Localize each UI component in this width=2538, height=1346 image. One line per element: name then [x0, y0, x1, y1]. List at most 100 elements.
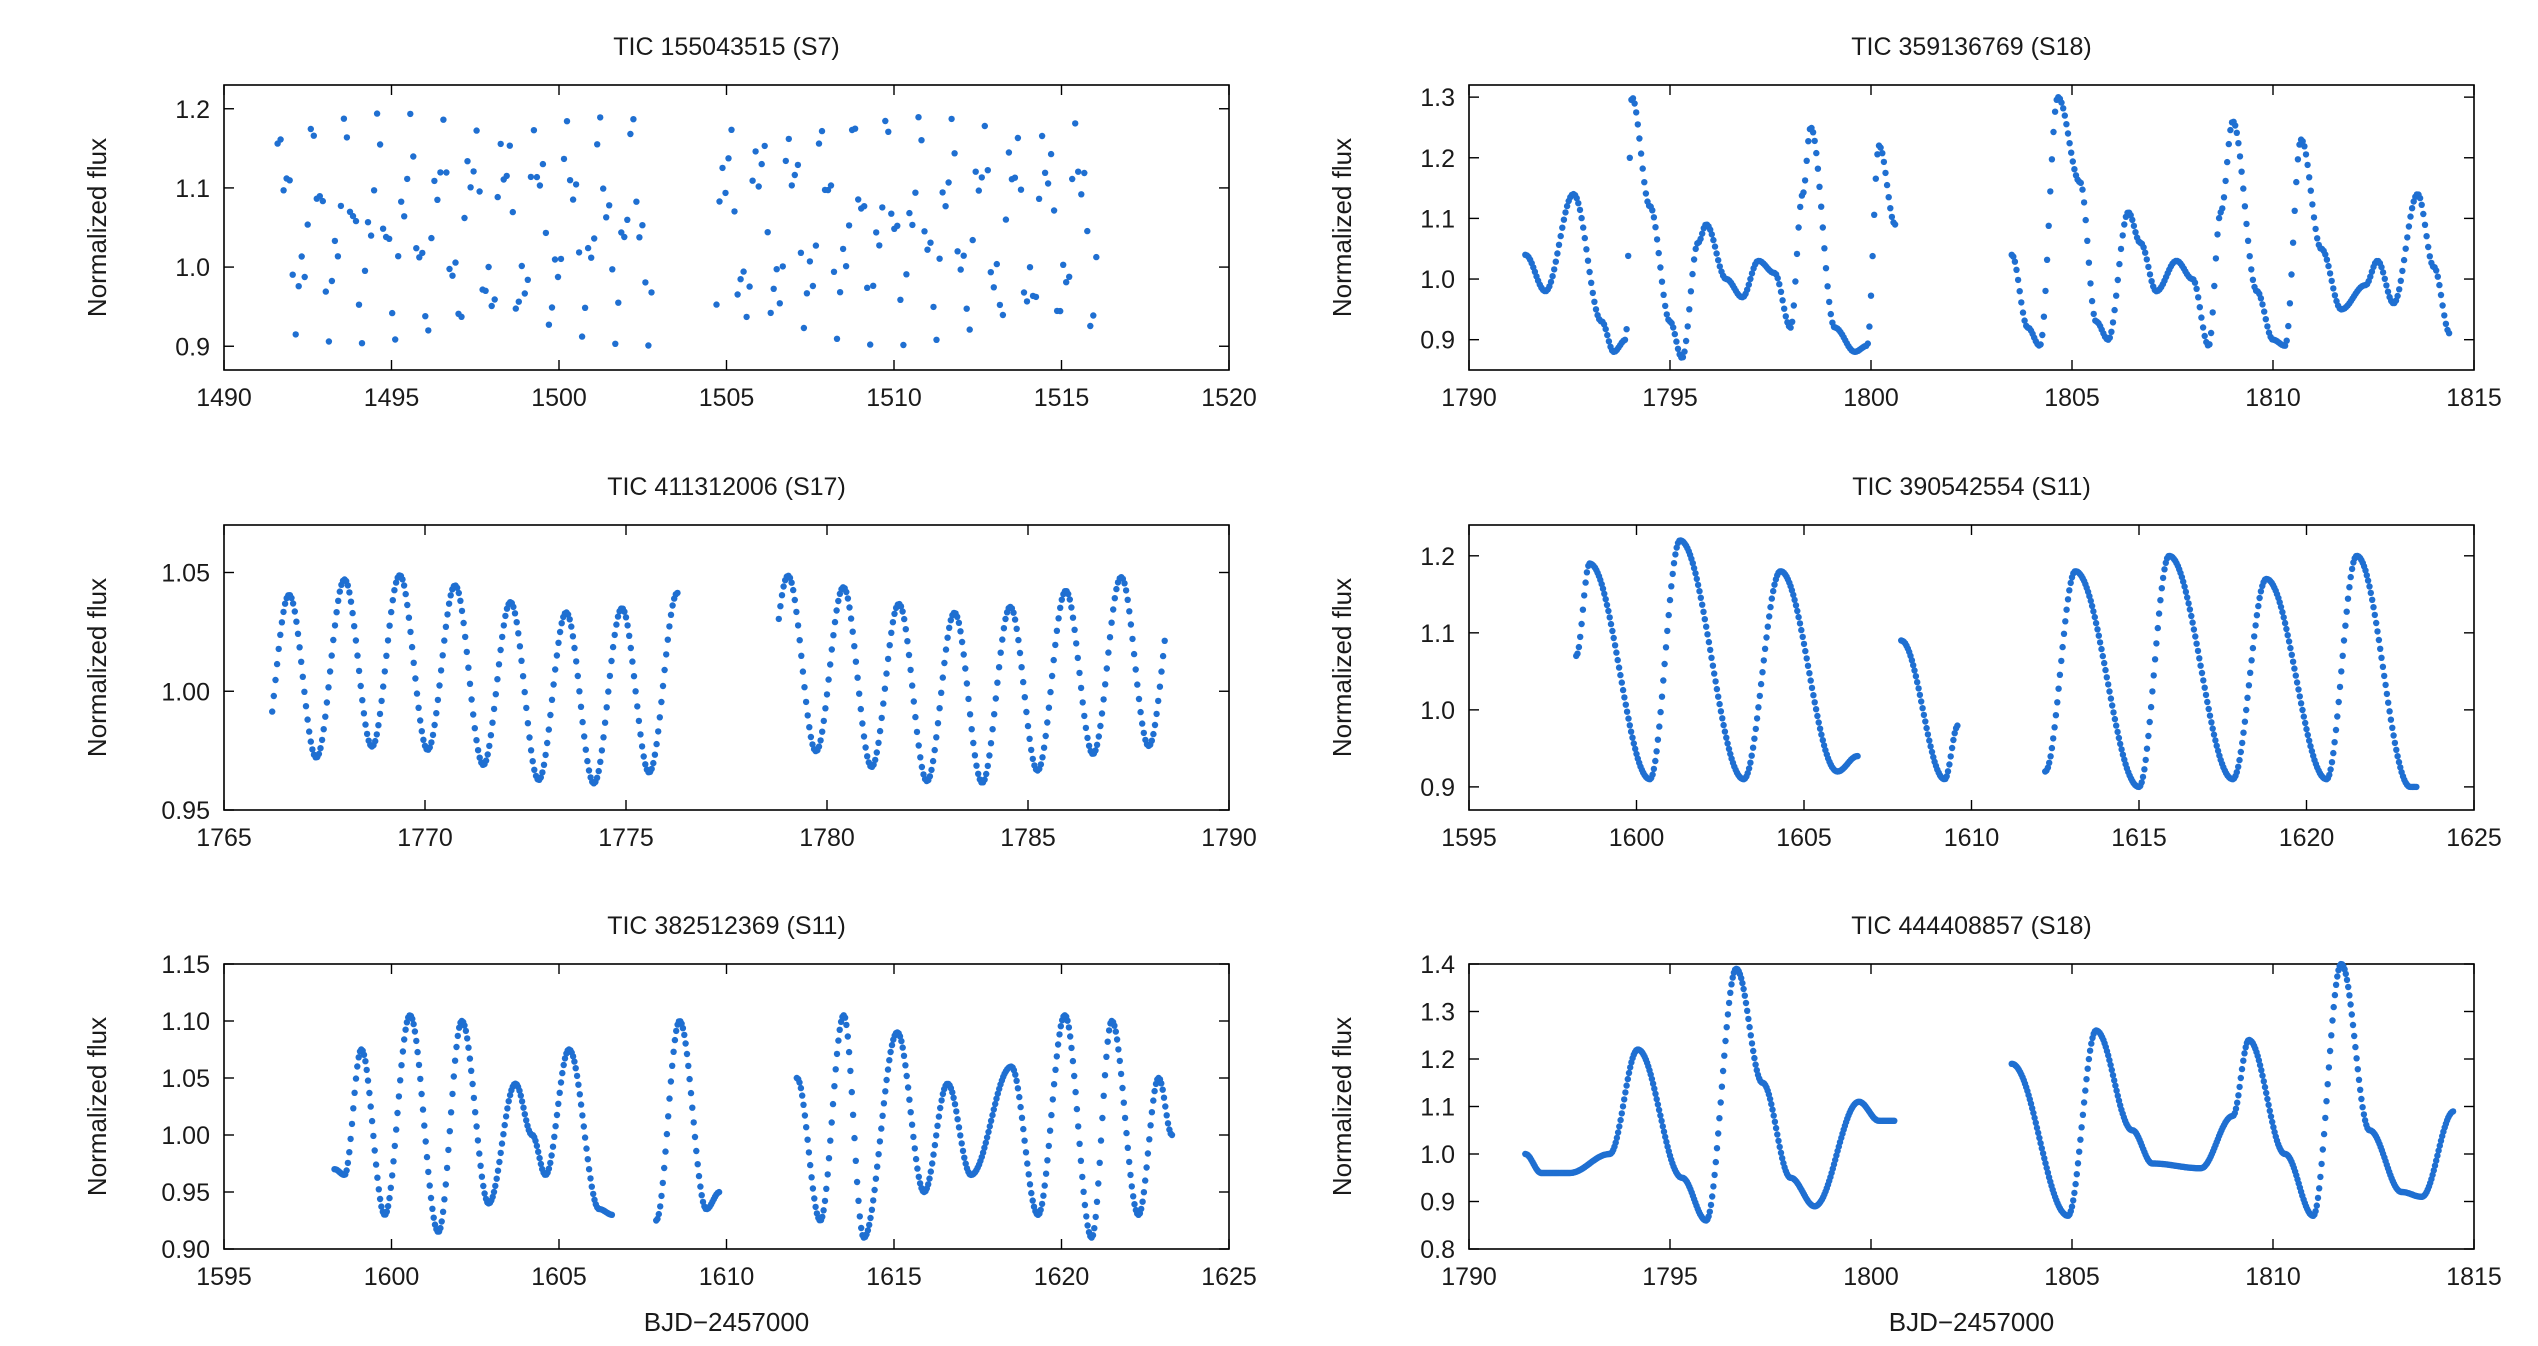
data-point [1807, 677, 1814, 684]
data-point [2045, 222, 2052, 229]
data-point [979, 1149, 987, 1156]
data-point [2157, 597, 2164, 604]
data-point [2269, 1118, 2276, 1126]
data-point [2351, 1032, 2358, 1040]
data-point [550, 681, 557, 688]
data-point [1022, 1149, 1030, 1156]
data-point [1653, 236, 1661, 243]
data-point [1028, 746, 1035, 754]
data-point [1618, 679, 1626, 686]
data-point [2106, 688, 2113, 695]
data-point [780, 583, 787, 590]
data-point [405, 614, 413, 621]
data-point [537, 1160, 545, 1168]
data-point [2331, 991, 2339, 999]
data-point [2257, 588, 2265, 595]
data-point [1085, 742, 1093, 749]
data-point [375, 722, 382, 729]
data-point [442, 623, 450, 630]
data-point [1583, 569, 1591, 576]
data-point [1605, 607, 1612, 615]
data-point [1619, 686, 1627, 694]
data-point [1663, 311, 1671, 318]
data-point [2348, 1011, 2355, 1018]
data-point [2201, 684, 2208, 691]
data-point [1018, 1114, 1026, 1122]
data-point [926, 1175, 933, 1182]
data-series [1522, 94, 2453, 361]
data-point [461, 214, 468, 222]
data-point [1777, 288, 1785, 295]
data-point [393, 1126, 400, 1133]
data-point [568, 623, 575, 630]
data-point [868, 1206, 876, 1214]
data-point [530, 127, 538, 134]
data-point [2227, 126, 2234, 134]
data-point [373, 110, 381, 117]
data-point [663, 1130, 671, 1138]
data-point [2379, 269, 2387, 276]
data-point [1046, 1127, 1054, 1134]
data-point [725, 155, 732, 162]
data-point [466, 1055, 474, 1062]
data-point [322, 713, 329, 720]
data-point [2352, 1043, 2359, 1051]
data-point [2222, 177, 2229, 185]
data-point [2232, 1105, 2240, 1112]
data-point [846, 604, 853, 611]
data-point [927, 1168, 934, 1175]
data-point [2047, 753, 2054, 760]
data-point [2196, 304, 2203, 311]
data-point [1599, 585, 1607, 592]
data-point [2336, 683, 2344, 691]
data-point [615, 299, 622, 306]
data-point [2251, 633, 2258, 640]
data-point [452, 259, 459, 266]
data-point [2092, 619, 2100, 627]
data-point [2048, 744, 2056, 752]
data-point [1584, 257, 1592, 264]
data-point [835, 597, 842, 605]
data-point [2286, 300, 2294, 307]
panel-1: TIC 155043515 (S7)1490 1495 1500 1505 1510 15… [82, 33, 1257, 412]
data-point [367, 232, 375, 239]
data-point [847, 615, 855, 622]
data-point [626, 632, 633, 639]
data-point [1148, 737, 1156, 744]
data-point [2211, 282, 2218, 290]
data-point [1657, 708, 1664, 716]
data-point [927, 239, 934, 246]
data-point [2111, 1077, 2118, 1084]
data-point [667, 611, 675, 618]
data-point [2031, 1114, 2038, 1122]
data-point [389, 597, 396, 604]
data-point [1050, 207, 1058, 214]
data-point [1954, 722, 1961, 729]
data-point [1021, 1137, 1028, 1144]
data-point [2071, 166, 2078, 173]
data-point [2307, 742, 2314, 750]
y-tick-label: 1.2 [175, 96, 210, 124]
data-point [637, 731, 644, 738]
data-point [582, 746, 589, 753]
data-point [1147, 1122, 1154, 1129]
data-point [915, 114, 922, 121]
x-tick-label: 1600 [364, 1263, 420, 1291]
data-point [1131, 1201, 1138, 1208]
data-point [1819, 224, 1827, 231]
data-point [1084, 734, 1091, 742]
data-point [1621, 694, 1628, 701]
data-point [384, 637, 392, 644]
data-point [490, 705, 498, 713]
data-point [1002, 216, 1010, 223]
data-point [2379, 663, 2387, 670]
data-point [572, 181, 580, 188]
data-point [346, 1149, 353, 1156]
data-point [926, 773, 934, 780]
data-point [2066, 140, 2073, 147]
data-point [499, 633, 506, 641]
data-point [515, 630, 522, 637]
data-point [1662, 1133, 1669, 1141]
data-point [540, 761, 548, 768]
x-tick-label: 1490 [196, 384, 252, 412]
